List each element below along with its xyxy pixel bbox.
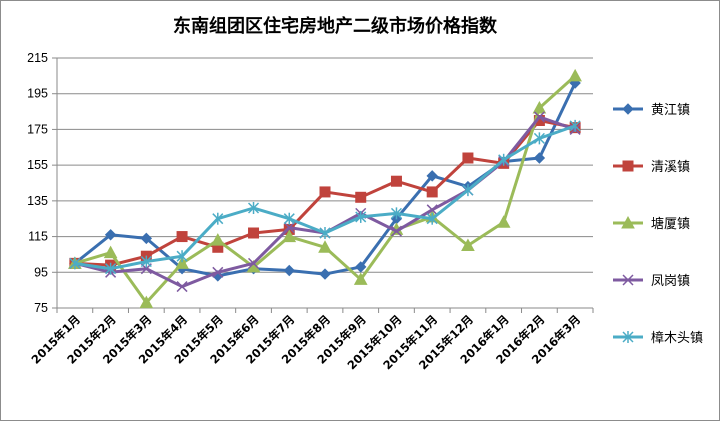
data-point-asterisk	[533, 132, 545, 145]
legend-entry: 樟木头镇	[613, 331, 703, 346]
data-point-triangle	[282, 229, 297, 243]
y-axis: 75 95 115 135 155 175 195 215	[27, 51, 48, 315]
data-point-triangle	[175, 256, 189, 269]
data-point-asterisk	[248, 202, 260, 214]
data-point-x	[176, 281, 188, 293]
legend-label: 黄江镇	[651, 103, 690, 118]
y-tick-label: 215	[27, 51, 48, 65]
series-2	[69, 115, 581, 271]
data-point-x	[212, 266, 224, 278]
data-point-asterisk	[498, 153, 510, 166]
data-point-triangle	[210, 233, 225, 246]
data-point-x	[248, 257, 260, 269]
data-point-triangle	[461, 238, 475, 251]
series-layer	[68, 68, 582, 309]
data-point-asterisk	[105, 262, 117, 275]
data-point-square	[355, 191, 367, 203]
data-point-triangle	[353, 272, 368, 285]
data-point-x	[390, 225, 402, 237]
data-point-triangle	[532, 100, 547, 114]
data-point-diamond	[426, 170, 438, 182]
data-point-asterisk	[462, 184, 474, 197]
y-tick-label: 175	[27, 122, 48, 136]
y-tick-label: 155	[27, 158, 48, 172]
y-tick-label: 135	[27, 194, 48, 208]
data-point-square	[426, 186, 438, 198]
data-point-legend	[622, 160, 634, 172]
legend-entry: 塘厦镇	[613, 215, 690, 232]
data-point-square	[176, 231, 188, 243]
data-point-x	[283, 222, 295, 234]
data-point-asterisk	[69, 257, 81, 270]
data-point-diamond	[283, 264, 295, 277]
data-point-triangle	[496, 215, 511, 228]
data-point-legend	[622, 274, 634, 286]
data-point-diamond	[140, 232, 153, 245]
data-point-legend	[622, 103, 634, 115]
data-point-asterisk	[212, 212, 224, 225]
legend-label: 樟木头镇	[651, 331, 703, 346]
data-point-square	[248, 227, 260, 239]
y-tick-label: 115	[28, 230, 48, 244]
data-point-asterisk	[319, 227, 331, 239]
data-point-square	[462, 152, 474, 164]
data-point-triangle	[568, 68, 582, 82]
data-point-asterisk	[426, 212, 438, 225]
data-point-triangle	[139, 295, 154, 309]
data-point-asterisk	[283, 212, 295, 225]
data-point-diamond	[319, 268, 331, 280]
legend-entry: 黄江镇	[613, 103, 690, 118]
legend-label: 清溪镇	[651, 160, 690, 175]
data-point-x	[533, 111, 545, 123]
data-point-asterisk	[390, 207, 402, 220]
legend-entry: 清溪镇	[613, 160, 690, 175]
y-tick-label: 95	[34, 265, 48, 279]
data-point-x	[426, 204, 438, 216]
data-point-asterisk	[176, 250, 188, 263]
data-point-triangle	[103, 245, 118, 259]
data-point-square	[319, 186, 331, 198]
y-tick-label: 195	[27, 87, 48, 101]
data-point-square	[390, 175, 402, 187]
data-point-diamond	[355, 261, 367, 273]
data-point-asterisk	[355, 210, 367, 223]
series-3	[68, 68, 582, 309]
series-5	[69, 119, 581, 275]
data-point-legend	[621, 215, 635, 229]
legend-entry: 凤岗镇	[613, 274, 690, 289]
x-axis: 2015年1月2015年2月2015年3月2015年4月2015年5月2015年…	[29, 312, 584, 372]
chart-title: 东南组团区住宅房地产二级市场价格指数	[173, 15, 498, 37]
y-tick-label: 75	[34, 301, 48, 315]
legend-label: 塘厦镇	[651, 216, 690, 232]
data-point-asterisk	[140, 255, 152, 268]
data-point-triangle	[318, 240, 332, 253]
data-point-diamond	[533, 152, 546, 164]
data-point-diamond	[104, 229, 117, 241]
data-point-legend	[622, 331, 634, 343]
data-point-asterisk	[569, 119, 581, 132]
legend-label: 凤岗镇	[651, 274, 690, 289]
